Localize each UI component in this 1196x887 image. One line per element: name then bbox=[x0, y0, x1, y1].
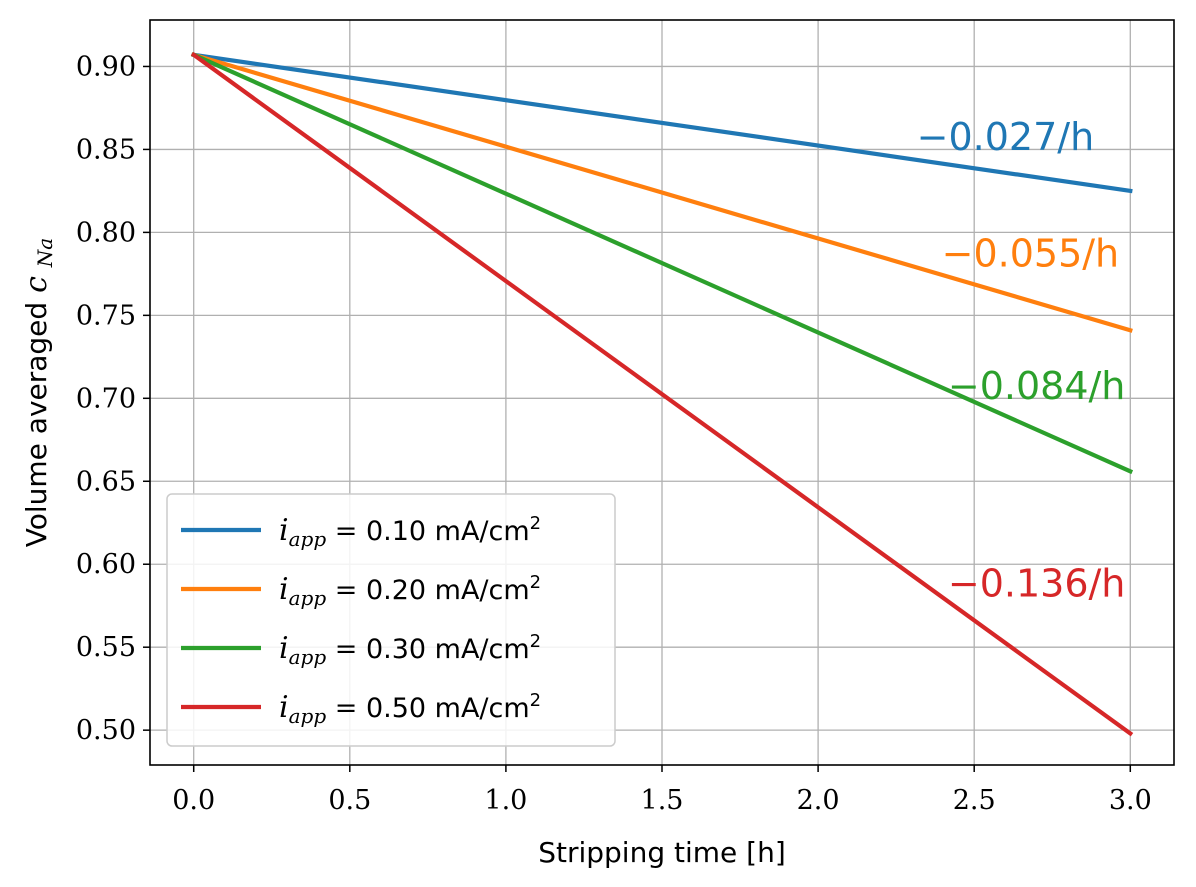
y-tick-label: 0.85 bbox=[76, 134, 136, 165]
series-layer bbox=[190, 51, 1134, 737]
y-tick-label: 0.80 bbox=[76, 217, 136, 248]
y-axis-label-subscript: Na bbox=[33, 238, 57, 268]
series-line-4 bbox=[190, 51, 1134, 737]
x-tick-label: 1.0 bbox=[484, 785, 527, 816]
legend-value: 0.10 mA/cm bbox=[366, 516, 530, 547]
y-axis-label-prefix: Volume averaged bbox=[20, 293, 53, 547]
series-line-1 bbox=[191, 52, 1133, 194]
x-tick-label: 0.5 bbox=[328, 785, 371, 816]
x-axis-label: Stripping time [h] bbox=[538, 836, 786, 869]
y-tick-label: 0.70 bbox=[76, 383, 136, 414]
y-axis-label: Volume averaged c Na bbox=[19, 238, 57, 548]
series-line-2 bbox=[191, 52, 1133, 333]
slope-annotation-2: −0.055/h bbox=[942, 231, 1120, 275]
x-tick-label: 0.0 bbox=[172, 785, 215, 816]
legend-label-2: iapp = 0.20 mA/cm2 bbox=[279, 572, 541, 610]
legend-equals: = bbox=[326, 575, 366, 606]
legend-label-3: iapp = 0.30 mA/cm2 bbox=[279, 631, 541, 669]
x-tick-label: 2.0 bbox=[797, 785, 840, 816]
y-tick-label: 0.65 bbox=[76, 466, 136, 497]
slope-annotation-3: −0.084/h bbox=[948, 364, 1126, 408]
y-tick-label: 0.50 bbox=[76, 715, 136, 746]
legend-superscript: 2 bbox=[530, 572, 541, 593]
legend-subscript: app bbox=[289, 586, 327, 610]
tick-layer: 0.0 0.5 1.0 1.5 2.0 2.5 3.0 0.50 0.55 0.60 0.65 0.7… bbox=[76, 51, 1152, 816]
x-tick-label: 3.0 bbox=[1109, 785, 1152, 816]
y-axis-label-symbol: c bbox=[19, 276, 54, 293]
legend-symbol: i bbox=[279, 690, 289, 725]
y-tick-label: 0.75 bbox=[76, 300, 136, 331]
y-tick-label: 0.60 bbox=[76, 549, 136, 580]
legend-symbol: i bbox=[279, 572, 289, 607]
legend-symbol: i bbox=[279, 631, 289, 666]
legend-subscript: app bbox=[289, 704, 327, 728]
legend-value: 0.50 mA/cm bbox=[366, 693, 530, 724]
legend-superscript: 2 bbox=[530, 690, 541, 711]
legend-equals: = bbox=[326, 693, 366, 724]
legend-label-4: iapp = 0.50 mA/cm2 bbox=[279, 690, 541, 728]
legend-value: 0.20 mA/cm bbox=[366, 575, 530, 606]
legend-label-1: iapp = 0.10 mA/cm2 bbox=[279, 513, 541, 551]
y-tick-label: 0.90 bbox=[76, 51, 136, 82]
legend-superscript: 2 bbox=[530, 513, 541, 534]
series-line-3 bbox=[190, 52, 1134, 475]
slope-annotation-4: −0.136/h bbox=[948, 561, 1126, 605]
legend-box bbox=[166, 493, 616, 747]
legend-equals: = bbox=[326, 516, 366, 547]
slope-annotation-1: −0.027/h bbox=[917, 115, 1095, 159]
legend-equals: = bbox=[326, 634, 366, 665]
x-tick-label: 1.5 bbox=[641, 785, 684, 816]
legend-value: 0.30 mA/cm bbox=[366, 634, 530, 665]
legend-subscript: app bbox=[289, 645, 327, 669]
legend-subscript: app bbox=[289, 527, 327, 551]
y-tick-label: 0.55 bbox=[76, 632, 136, 663]
x-tick-label: 2.5 bbox=[953, 785, 996, 816]
legend-symbol: i bbox=[279, 513, 289, 548]
annotation-layer: −0.027/h −0.055/h −0.084/h −0.136/h bbox=[917, 115, 1126, 605]
legend-superscript: 2 bbox=[530, 631, 541, 652]
